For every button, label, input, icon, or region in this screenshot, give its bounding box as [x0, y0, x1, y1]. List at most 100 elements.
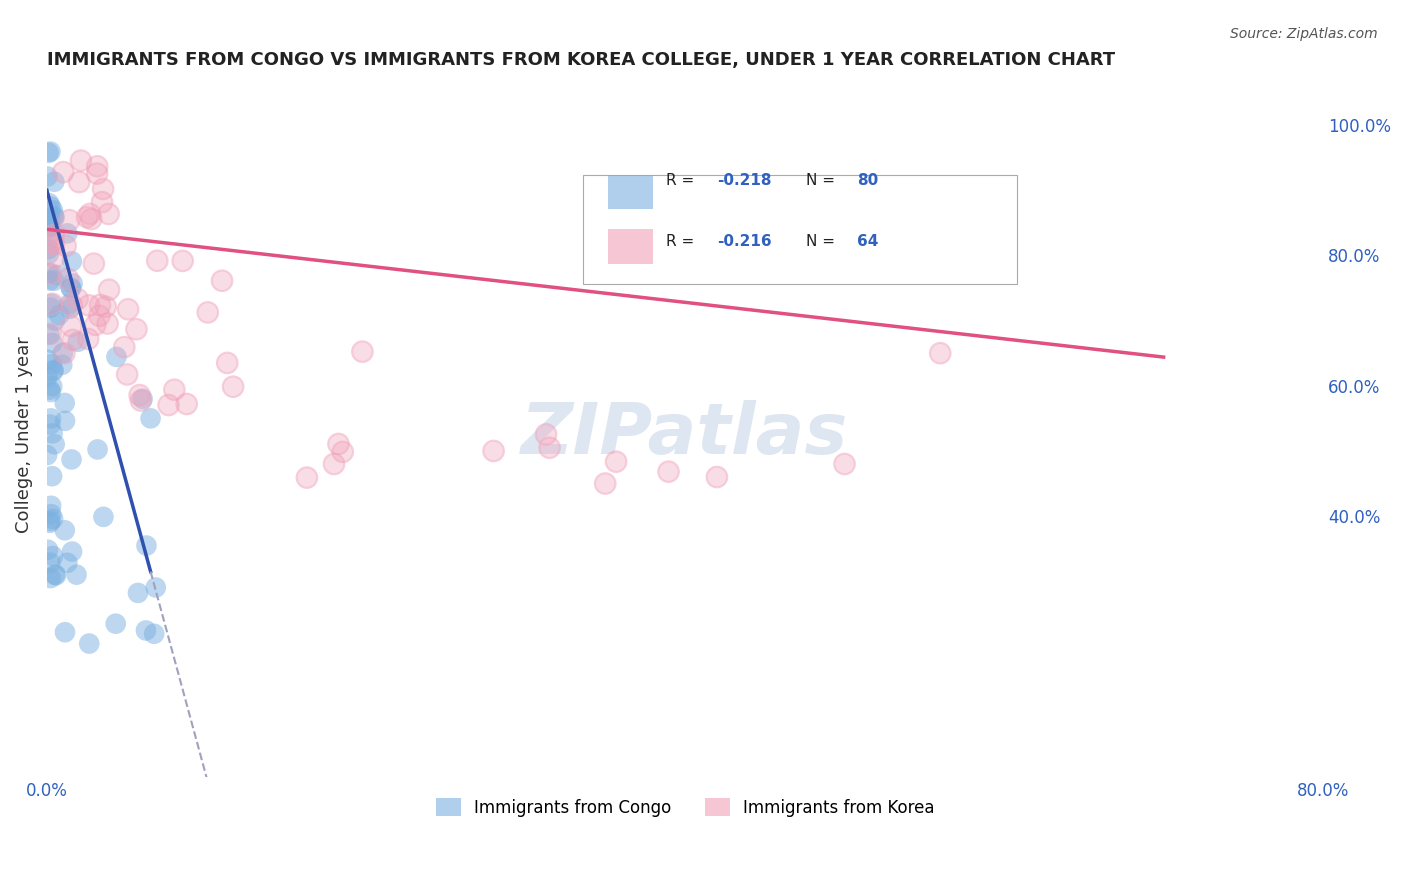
- Point: [70, 153, 93, 168]
- Point: [332, 445, 354, 459]
- Point: [157, 398, 180, 412]
- Point: [929, 346, 952, 360]
- Point: [172, 253, 194, 268]
- Point: [44, 250, 66, 264]
- Point: [332, 445, 354, 459]
- Point: [89, 309, 111, 323]
- Text: IMMIGRANTS FROM CONGO VS IMMIGRANTS FROM KOREA COLLEGE, UNDER 1 YEAR CORRELATION: IMMIGRANTS FROM CONGO VS IMMIGRANTS FROM…: [46, 51, 1115, 69]
- Point: [38, 274, 60, 288]
- Point: [84, 318, 107, 332]
- Point: [53, 524, 76, 538]
- Point: [328, 437, 350, 451]
- FancyBboxPatch shape: [583, 175, 1017, 284]
- Point: [39, 211, 62, 225]
- Point: [60, 452, 83, 467]
- Point: [86, 159, 108, 173]
- Text: Source: ZipAtlas.com: Source: ZipAtlas.com: [1230, 27, 1378, 41]
- Point: [94, 300, 117, 314]
- Point: [60, 319, 83, 334]
- Point: [706, 470, 728, 484]
- Point: [197, 305, 219, 319]
- Point: [42, 237, 65, 252]
- Point: [55, 239, 77, 253]
- Point: [139, 411, 162, 425]
- Point: [41, 297, 63, 311]
- Point: [53, 346, 76, 360]
- Point: [605, 455, 627, 469]
- Point: [38, 145, 60, 160]
- Point: [38, 383, 60, 397]
- FancyBboxPatch shape: [609, 175, 654, 209]
- Point: [89, 298, 111, 312]
- Point: [56, 227, 79, 241]
- Point: [222, 380, 245, 394]
- Point: [39, 267, 62, 281]
- Point: [42, 227, 65, 242]
- Point: [66, 292, 89, 306]
- Point: [593, 476, 616, 491]
- Point: [117, 302, 139, 317]
- Point: [58, 213, 80, 227]
- Point: [89, 309, 111, 323]
- Point: [37, 542, 59, 557]
- Point: [83, 257, 105, 271]
- Point: [91, 182, 114, 196]
- Point: [39, 326, 62, 341]
- Point: [39, 200, 62, 214]
- Point: [127, 586, 149, 600]
- Point: [41, 379, 63, 393]
- Point: [45, 568, 67, 582]
- Point: [91, 182, 114, 196]
- Point: [60, 544, 83, 558]
- Point: [157, 398, 180, 412]
- Point: [62, 333, 84, 347]
- Point: [39, 499, 62, 513]
- Point: [80, 212, 103, 227]
- Point: [59, 301, 82, 316]
- Point: [38, 247, 60, 261]
- Point: [41, 235, 63, 249]
- Point: [52, 165, 75, 179]
- Point: [39, 514, 62, 528]
- Point: [66, 334, 89, 349]
- Point: [38, 220, 60, 235]
- Point: [104, 616, 127, 631]
- Point: [55, 239, 77, 253]
- Point: [65, 567, 87, 582]
- Point: [41, 426, 63, 441]
- Point: [211, 274, 233, 288]
- Point: [37, 352, 59, 367]
- Point: [91, 195, 114, 210]
- Text: ZIPatlas: ZIPatlas: [522, 401, 849, 469]
- Point: [62, 277, 84, 291]
- Point: [834, 457, 856, 471]
- Point: [38, 266, 60, 280]
- Point: [39, 507, 62, 521]
- Point: [39, 556, 62, 570]
- Point: [197, 305, 219, 319]
- Point: [89, 298, 111, 312]
- Point: [538, 441, 561, 455]
- Point: [98, 283, 121, 297]
- Point: [135, 539, 157, 553]
- Point: [42, 364, 65, 378]
- Point: [44, 274, 66, 288]
- Point: [38, 196, 60, 211]
- Point: [129, 393, 152, 408]
- Point: [53, 625, 76, 640]
- Point: [48, 308, 70, 322]
- Point: [328, 437, 350, 451]
- Point: [60, 298, 83, 312]
- Point: [53, 414, 76, 428]
- Point: [35, 448, 58, 462]
- Point: [86, 159, 108, 173]
- Point: [60, 281, 83, 295]
- Point: [657, 465, 679, 479]
- Point: [42, 203, 65, 218]
- Point: [80, 212, 103, 227]
- Point: [323, 457, 346, 471]
- Point: [295, 470, 318, 484]
- Point: [53, 396, 76, 410]
- Point: [128, 388, 150, 402]
- Point: [97, 207, 120, 221]
